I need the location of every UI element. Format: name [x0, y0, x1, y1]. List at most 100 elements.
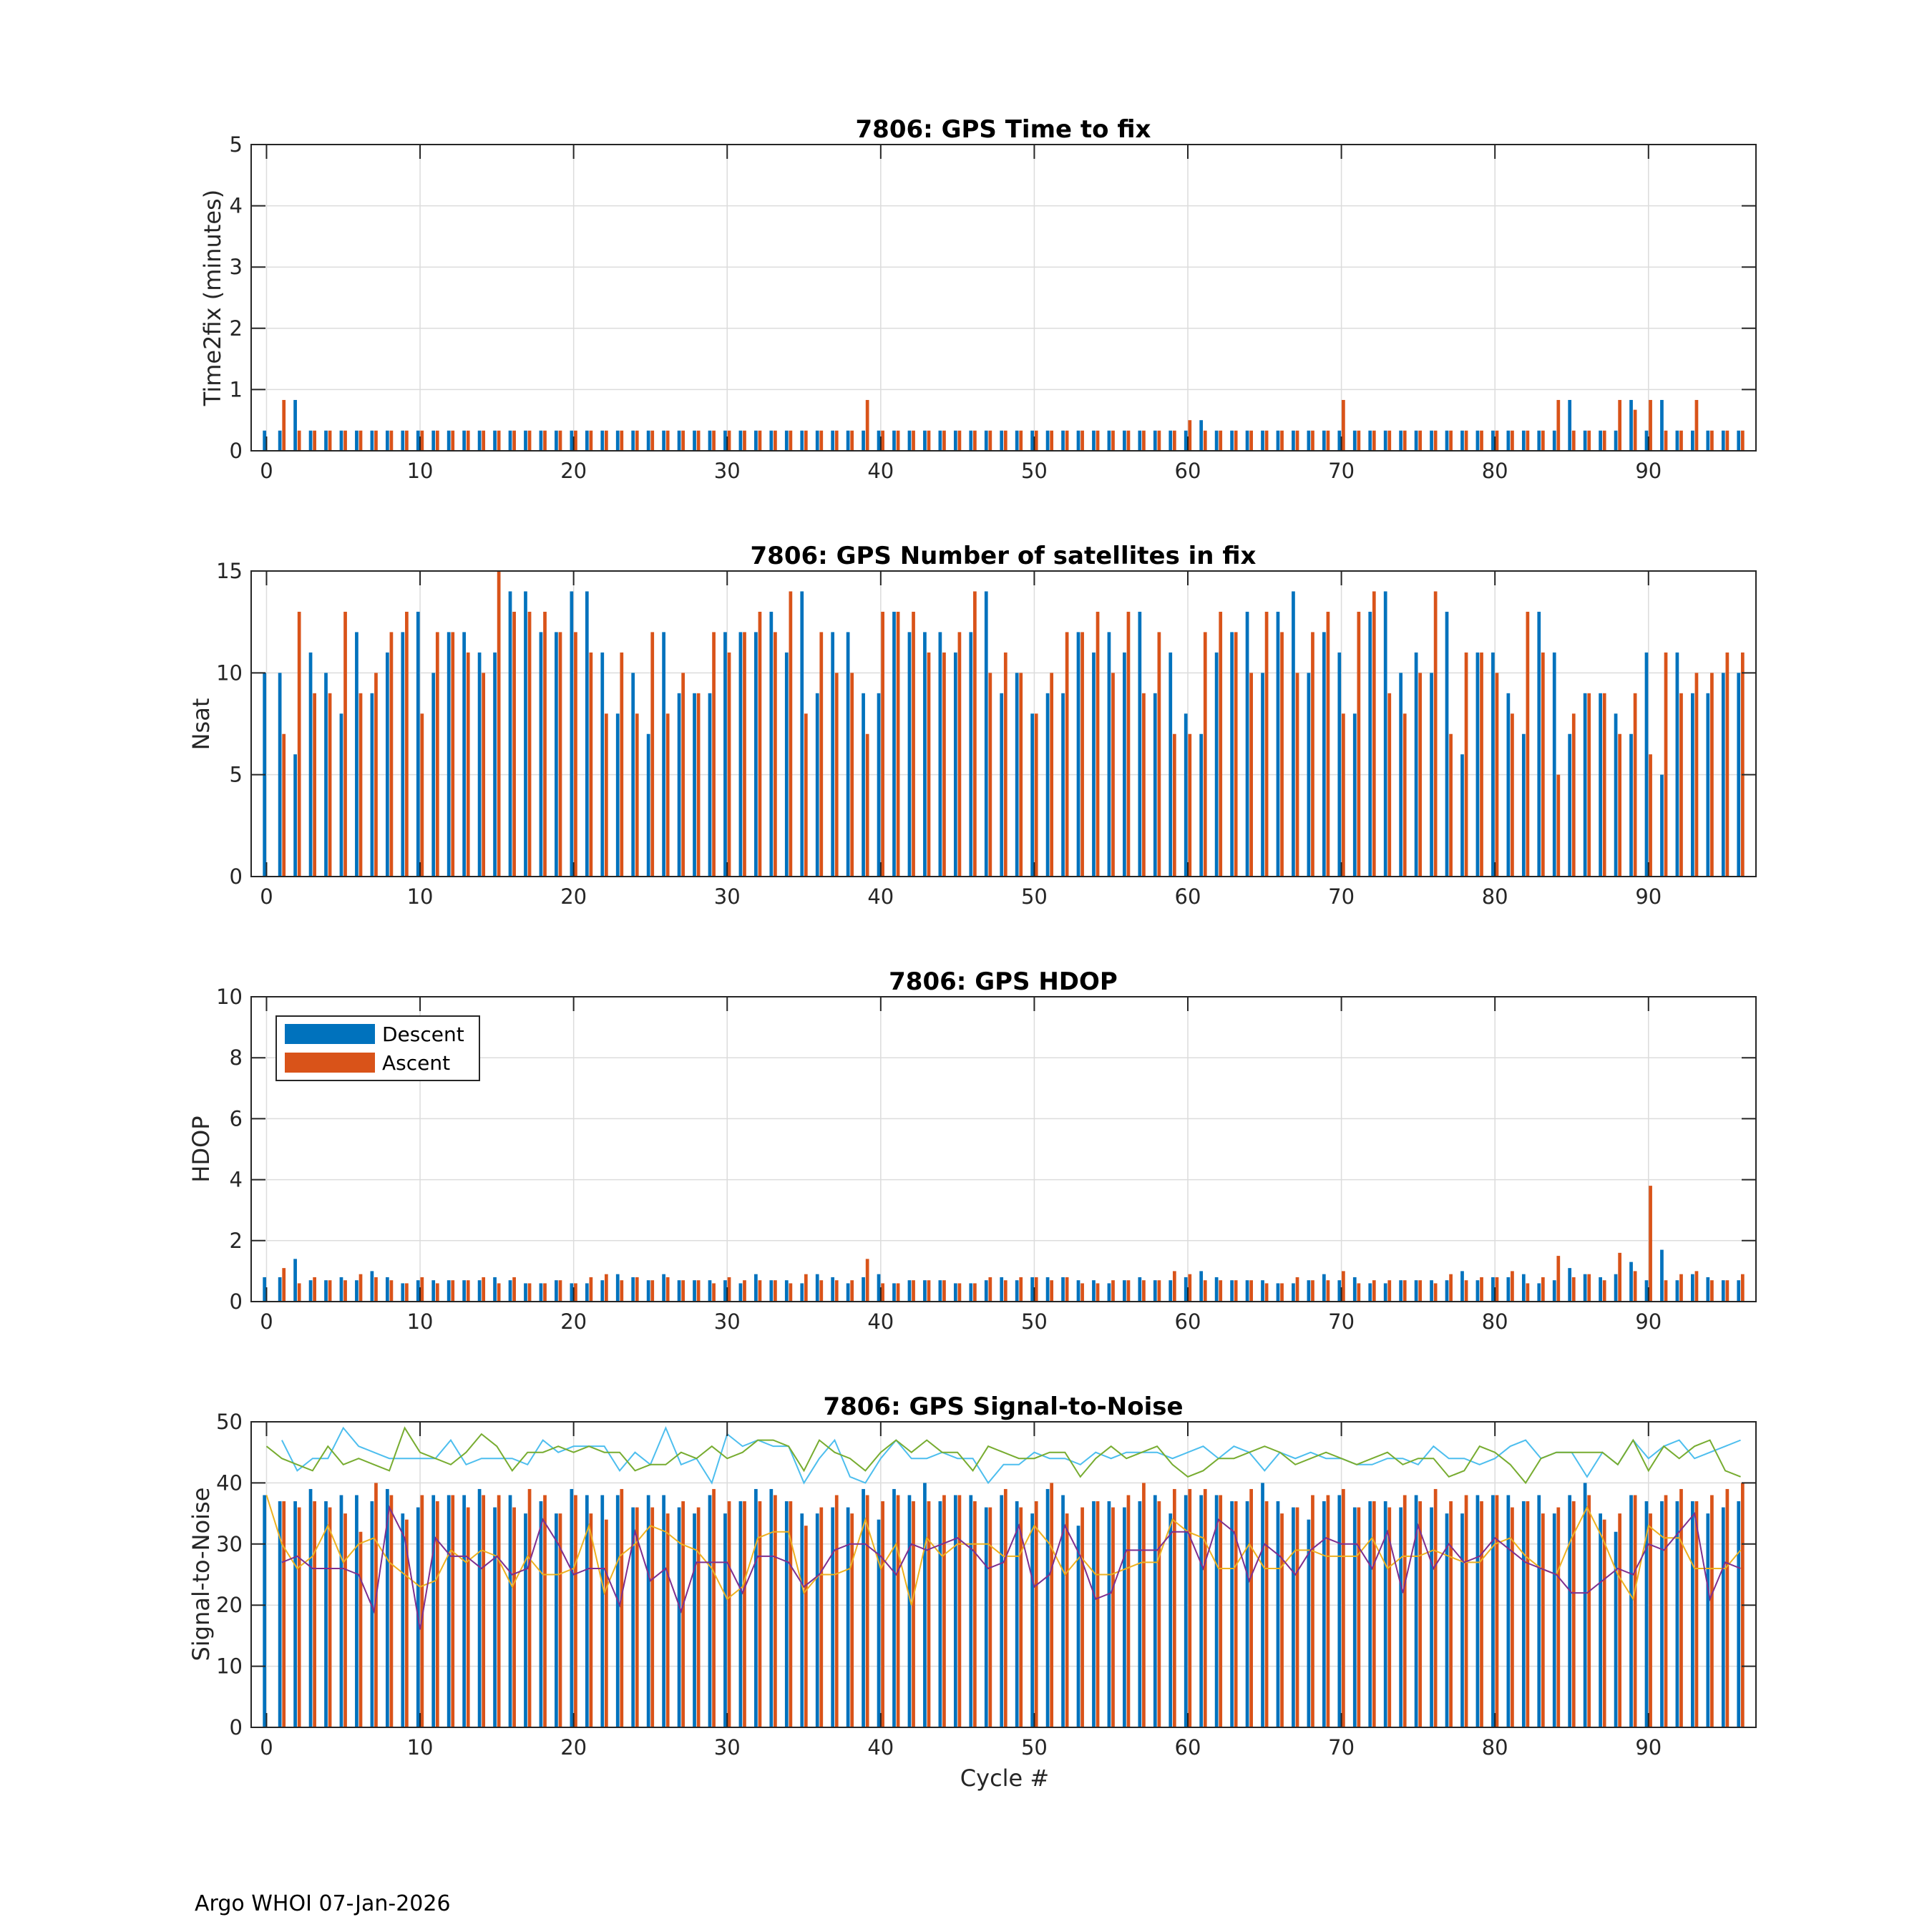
snr-bar-ascent-cycle-40 — [881, 1501, 884, 1727]
snr-bar-ascent-cycle-63 — [1234, 1501, 1238, 1727]
snr-bar-descent-cycle-72 — [1368, 1501, 1372, 1727]
hdop-bar-descent-cycle-92 — [1675, 1280, 1679, 1302]
time-to-fix-bar-descent-cycle-25 — [646, 430, 650, 451]
x-tick-label: 60 — [1175, 884, 1201, 909]
time-to-fix-bar-ascent-cycle-18 — [543, 430, 547, 451]
hdop-bar-descent-cycle-90 — [1644, 1280, 1649, 1302]
snr-line-cyan — [281, 1425, 1741, 1485]
nsat-bar-ascent-cycle-24 — [635, 713, 639, 877]
nsat-bar-ascent-cycle-46 — [973, 591, 977, 877]
x-tick-label: 10 — [407, 1309, 434, 1334]
hdop-bar-ascent-cycle-87 — [1602, 1280, 1606, 1302]
snr-bar-descent-cycle-85 — [1568, 1495, 1572, 1727]
hdop-bar-ascent-cycle-15 — [497, 1283, 501, 1302]
time-to-fix-bar-descent-cycle-42 — [907, 430, 912, 451]
nsat-bar-descent-cycle-23 — [615, 713, 620, 877]
nsat-bar-ascent-cycle-10 — [420, 713, 424, 877]
nsat-bar-ascent-cycle-36 — [819, 632, 824, 877]
time-to-fix-bar-descent-cycle-65 — [1261, 430, 1264, 451]
snr-bar-ascent-cycle-43 — [927, 1501, 931, 1727]
time-to-fix-bar-descent-cycle-95 — [1721, 430, 1725, 451]
nsat-bar-descent-cycle-80 — [1491, 652, 1495, 877]
x-tick-label: 50 — [1021, 1309, 1048, 1334]
nsat-bar-ascent-cycle-70 — [1342, 713, 1345, 877]
hdop-bar-ascent-cycle-53 — [1080, 1283, 1084, 1302]
time-to-fix-bar-descent-cycle-81 — [1506, 430, 1511, 451]
snr-bar-ascent-cycle-13 — [466, 1507, 470, 1727]
hdop-bar-ascent-cycle-44 — [942, 1280, 946, 1302]
hdop-bar-descent-cycle-50 — [1030, 1277, 1034, 1302]
hdop-bar-descent-cycle-78 — [1460, 1271, 1464, 1302]
time-to-fix-bar-descent-cycle-5 — [339, 430, 343, 451]
nsat-bar-ascent-cycle-58 — [1157, 632, 1161, 877]
time-to-fix-bar-ascent-cycle-49 — [1019, 430, 1023, 451]
hdop-bar-ascent-cycle-35 — [804, 1274, 808, 1302]
x-tick-label: 0 — [260, 1735, 273, 1760]
time-to-fix-bar-ascent-cycle-20 — [574, 430, 577, 451]
time-to-fix-bar-ascent-cycle-43 — [927, 430, 931, 451]
nsat-bar-ascent-cycle-91 — [1664, 652, 1668, 877]
time-to-fix-bar-descent-cycle-1 — [278, 430, 282, 451]
y-tick-label: 10 — [216, 660, 243, 685]
nsat-bar-ascent-cycle-12 — [451, 632, 455, 877]
snr-bar-descent-cycle-75 — [1414, 1495, 1418, 1727]
hdop-bar-descent-cycle-65 — [1261, 1280, 1264, 1302]
snr-bar-ascent-cycle-60 — [1188, 1488, 1192, 1727]
y-axis-label-hdop: HDOP — [187, 1116, 215, 1182]
time-to-fix-bar-descent-cycle-93 — [1691, 430, 1694, 451]
snr-bar-descent-cycle-90 — [1644, 1501, 1649, 1727]
time-to-fix-bar-ascent-cycle-50 — [1034, 430, 1038, 451]
nsat-bar-descent-cycle-34 — [784, 652, 789, 877]
hdop-bar-descent-cycle-10 — [416, 1280, 420, 1302]
snr-bar-descent-cycle-78 — [1460, 1513, 1464, 1727]
time-to-fix-bar-descent-cycle-46 — [969, 430, 973, 451]
y-tick-label: 20 — [216, 1593, 243, 1617]
time-to-fix-bar-descent-cycle-14 — [477, 430, 482, 451]
snr-bar-ascent-cycle-18 — [543, 1495, 547, 1727]
hdop-bar-descent-cycle-29 — [708, 1280, 712, 1302]
hdop-bar-ascent-cycle-50 — [1034, 1277, 1038, 1302]
hdop-bar-ascent-cycle-32 — [758, 1280, 762, 1302]
hdop-bar-descent-cycle-17 — [524, 1283, 527, 1302]
hdop-bar-ascent-cycle-83 — [1541, 1277, 1545, 1302]
nsat-bar-descent-cycle-14 — [477, 652, 482, 877]
time-to-fix-bar-ascent-cycle-74 — [1402, 430, 1407, 451]
hdop-bar-ascent-cycle-96 — [1740, 1274, 1745, 1302]
time-to-fix-bar-descent-cycle-85 — [1568, 399, 1572, 451]
time-to-fix-bar-ascent-cycle-23 — [620, 430, 624, 451]
nsat-bar-ascent-cycle-38 — [850, 673, 854, 877]
hdop-bar-ascent-cycle-28 — [696, 1280, 701, 1302]
x-tick-label: 60 — [1175, 1309, 1201, 1334]
nsat-bar-descent-cycle-6 — [355, 632, 358, 877]
snr-bar-descent-cycle-62 — [1214, 1495, 1219, 1727]
nsat-bar-descent-cycle-5 — [339, 713, 343, 877]
nsat-bar-ascent-cycle-94 — [1710, 673, 1714, 877]
hdop-bar-ascent-cycle-1 — [282, 1268, 286, 1302]
snr-bar-descent-cycle-31 — [738, 1501, 743, 1727]
time-to-fix-bar-ascent-cycle-66 — [1280, 430, 1284, 451]
snr-bar-ascent-cycle-72 — [1372, 1501, 1376, 1727]
nsat-bar-ascent-cycle-14 — [482, 673, 486, 877]
nsat-bar-ascent-cycle-71 — [1357, 611, 1361, 877]
snr-bar-descent-cycle-25 — [646, 1495, 650, 1727]
time-to-fix-bar-descent-cycle-56 — [1123, 430, 1126, 451]
snr-bar-descent-cycle-47 — [984, 1507, 988, 1727]
time-to-fix-bar-ascent-cycle-73 — [1387, 430, 1392, 451]
y-tick-label: 0 — [230, 439, 243, 463]
nsat-bar-ascent-cycle-96 — [1740, 652, 1745, 877]
snr-bar-ascent-cycle-26 — [665, 1513, 670, 1727]
hdop-bar-ascent-cycle-55 — [1111, 1280, 1115, 1302]
nsat-bar-descent-cycle-10 — [416, 611, 420, 877]
y-tick-label: 1 — [230, 377, 243, 401]
nsat-bar-ascent-cycle-5 — [343, 611, 347, 877]
time-to-fix-bar-ascent-cycle-65 — [1264, 430, 1269, 451]
hdop-bar-descent-cycle-51 — [1045, 1277, 1050, 1302]
snr-bar-descent-cycle-13 — [462, 1495, 466, 1727]
legend: Descent Ascent — [275, 1015, 480, 1081]
snr-bar-ascent-cycle-41 — [896, 1495, 900, 1727]
snr-bar-ascent-cycle-33 — [774, 1495, 777, 1727]
x-tick-label: 80 — [1482, 884, 1508, 909]
hdop-bar-ascent-cycle-75 — [1418, 1280, 1423, 1302]
time-to-fix-bar-ascent-cycle-5 — [343, 430, 347, 451]
nsat-bar-descent-cycle-37 — [831, 632, 835, 877]
